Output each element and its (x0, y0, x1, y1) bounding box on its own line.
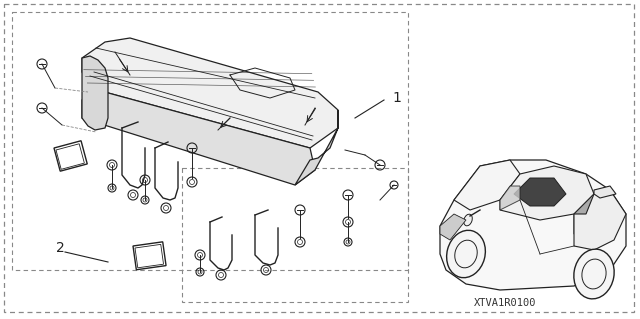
Bar (133, 242, 166, 270)
Bar (54, 141, 87, 171)
Ellipse shape (464, 214, 472, 226)
Ellipse shape (582, 259, 606, 289)
Polygon shape (82, 56, 108, 130)
Ellipse shape (574, 249, 614, 299)
Polygon shape (82, 88, 315, 185)
Text: XTVA1R0100: XTVA1R0100 (474, 298, 536, 308)
Polygon shape (574, 190, 626, 250)
Polygon shape (295, 110, 338, 185)
Polygon shape (574, 194, 606, 234)
Bar (12, 12, 408, 270)
Ellipse shape (447, 230, 485, 278)
Polygon shape (440, 160, 626, 290)
Ellipse shape (455, 240, 477, 268)
Polygon shape (594, 186, 616, 198)
Text: 1: 1 (392, 91, 401, 105)
Polygon shape (440, 214, 466, 240)
Polygon shape (500, 166, 594, 220)
Polygon shape (82, 38, 338, 148)
Polygon shape (500, 186, 520, 210)
Bar (182, 168, 408, 302)
Bar (135, 244, 164, 268)
Bar (56, 144, 84, 169)
Text: 2: 2 (56, 241, 65, 255)
Polygon shape (454, 160, 520, 210)
Polygon shape (514, 178, 566, 206)
